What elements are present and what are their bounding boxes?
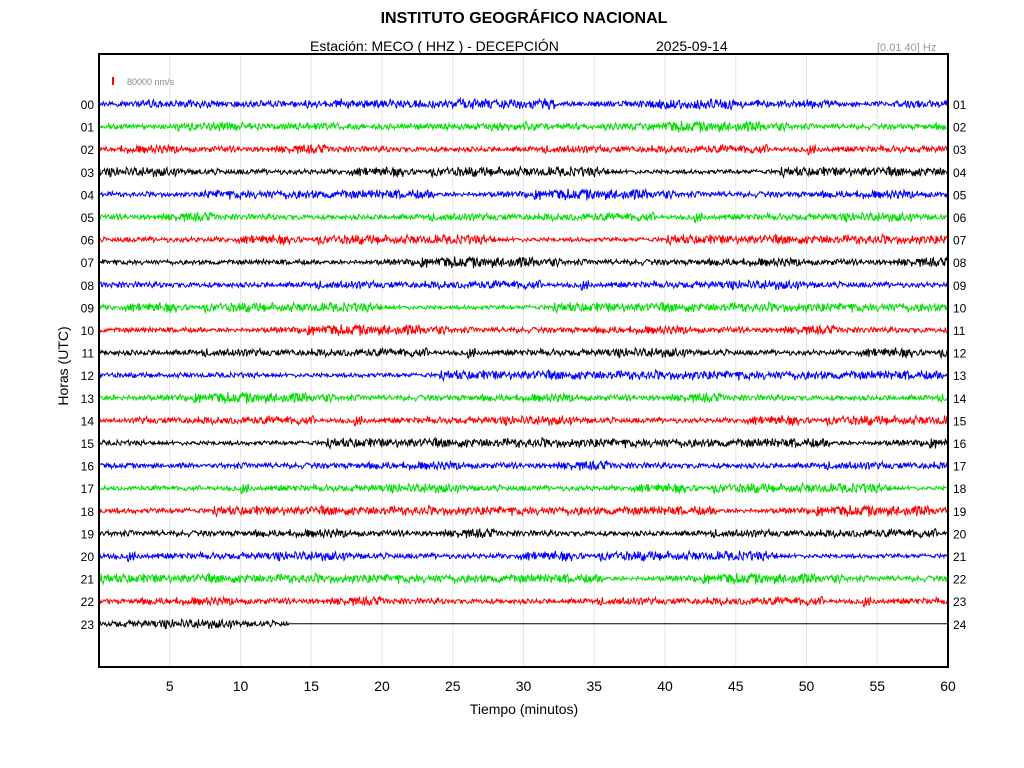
seismic-traces	[98, 96, 948, 630]
x-axis-label: Tiempo (minutos)	[469, 701, 579, 717]
y-tick-label-right: 20	[953, 527, 967, 541]
y-tick-label-left: 01	[81, 121, 95, 135]
trace-hour-14	[98, 413, 948, 428]
station-label: Estación: MECO ( HHZ ) - DECEPCIÓN	[310, 38, 559, 54]
y-tick-label-right: 04	[953, 166, 967, 180]
plot-frame	[98, 53, 949, 668]
trace-hour-15	[98, 436, 948, 451]
y-tick-label-right: 19	[953, 505, 967, 519]
y-tick-label-left: 18	[81, 505, 95, 519]
x-tick-label: 15	[303, 678, 319, 694]
y-tick-label-right: 06	[953, 211, 967, 225]
y-tick-label-right: 07	[953, 234, 967, 248]
y-tick-label-right: 24	[953, 618, 967, 632]
frequency-band-label: [0.01 40] Hz	[877, 42, 937, 54]
x-tick-label: 50	[799, 678, 815, 694]
y-tick-label-left: 10	[81, 324, 95, 338]
trace-hour-00	[98, 96, 948, 111]
y-tick-label-left: 00	[81, 98, 95, 112]
y-tick-label-left: 06	[81, 234, 95, 248]
y-tick-label-right: 23	[953, 595, 967, 609]
y-tick-label-right: 03	[953, 143, 967, 157]
trace-hour-08	[98, 278, 948, 292]
y-tick-label-right: 16	[953, 437, 967, 451]
y-tick-label-left: 04	[81, 188, 95, 202]
y-tick-label-right: 22	[953, 573, 967, 587]
trace-hour-01	[98, 120, 948, 133]
y-tick-label-right: 17	[953, 460, 967, 474]
trace-hour-11	[98, 346, 948, 360]
y-tick-label-left: 03	[81, 166, 95, 180]
y-tick-label-right: 05	[953, 188, 967, 202]
x-tick-label: 10	[233, 678, 249, 694]
trace-hour-19	[98, 527, 948, 540]
y-tick-label-left: 11	[82, 347, 95, 361]
scale-label: 80000 nm/s	[127, 77, 175, 87]
y-tick-label-left: 20	[81, 550, 95, 564]
scale-marker	[112, 77, 114, 85]
y-tick-label-left: 13	[81, 392, 95, 406]
trace-hour-05	[98, 210, 948, 224]
y-tick-label-left: 02	[81, 143, 95, 157]
trace-hour-06	[98, 232, 948, 247]
x-tick-label: 55	[869, 678, 885, 694]
trace-hour-16	[98, 459, 948, 472]
trace-hour-21	[98, 572, 948, 586]
trace-hour-22	[98, 595, 948, 608]
y-tick-label-left: 15	[81, 437, 95, 451]
x-tick-label: 20	[374, 678, 390, 694]
date-label: 2025-09-14	[656, 38, 728, 54]
chart-title: INSTITUTO GEOGRÁFICO NACIONAL	[380, 10, 668, 27]
y-tick-label-right: 11	[953, 324, 966, 338]
x-tick-label: 25	[445, 678, 461, 694]
trace-hour-18	[98, 504, 948, 518]
y-tick-label-left: 05	[81, 211, 95, 225]
trace-hour-04	[98, 187, 948, 201]
trace-hour-10	[98, 323, 948, 337]
y-tick-label-left: 12	[81, 369, 95, 383]
x-tick-label: 60	[940, 678, 956, 694]
trace-hour-09	[98, 300, 948, 315]
axis-ticks: 5 10 15 20 25 30 35 40 45 50 55 60 00 01 01 02 02 03 03 04 0…	[81, 98, 967, 694]
y-tick-label-right: 15	[953, 414, 967, 428]
y-tick-label-left: 09	[81, 301, 95, 315]
y-tick-label-left: 07	[81, 256, 95, 270]
x-tick-label: 35	[586, 678, 602, 694]
y-tick-label-left: 21	[81, 573, 95, 587]
x-tick-label: 5	[166, 678, 174, 694]
y-tick-label-left: 17	[81, 482, 95, 496]
trace-hour-17	[98, 481, 948, 495]
y-tick-label-right: 10	[953, 301, 967, 315]
trace-hour-02	[98, 143, 948, 156]
grid-lines	[169, 54, 878, 667]
y-tick-label-left: 22	[81, 595, 95, 609]
y-tick-label-right: 12	[953, 347, 967, 361]
y-tick-label-right: 02	[953, 121, 967, 135]
trace-hour-13	[98, 391, 948, 404]
trace-hour-07	[98, 255, 948, 269]
y-tick-label-right: 09	[953, 279, 967, 293]
y-tick-label-right: 01	[953, 98, 967, 112]
y-tick-label-left: 16	[81, 460, 95, 474]
x-tick-label: 40	[657, 678, 673, 694]
y-tick-label-right: 08	[953, 256, 967, 270]
trace-hour-23	[98, 617, 290, 630]
y-tick-label-right: 13	[953, 369, 967, 383]
y-tick-label-left: 19	[81, 527, 95, 541]
trace-hour-12	[98, 368, 948, 383]
y-tick-label-right: 21	[953, 550, 967, 564]
trace-hour-20	[98, 549, 948, 563]
y-tick-label-right: 14	[953, 392, 967, 406]
x-tick-label: 45	[728, 678, 744, 694]
y-tick-label-right: 18	[953, 482, 967, 496]
y-tick-label-left: 23	[81, 618, 95, 632]
y-tick-label-left: 14	[81, 414, 95, 428]
y-tick-label-left: 08	[81, 279, 95, 293]
trace-hour-03	[98, 165, 948, 179]
x-tick-label: 30	[516, 678, 532, 694]
